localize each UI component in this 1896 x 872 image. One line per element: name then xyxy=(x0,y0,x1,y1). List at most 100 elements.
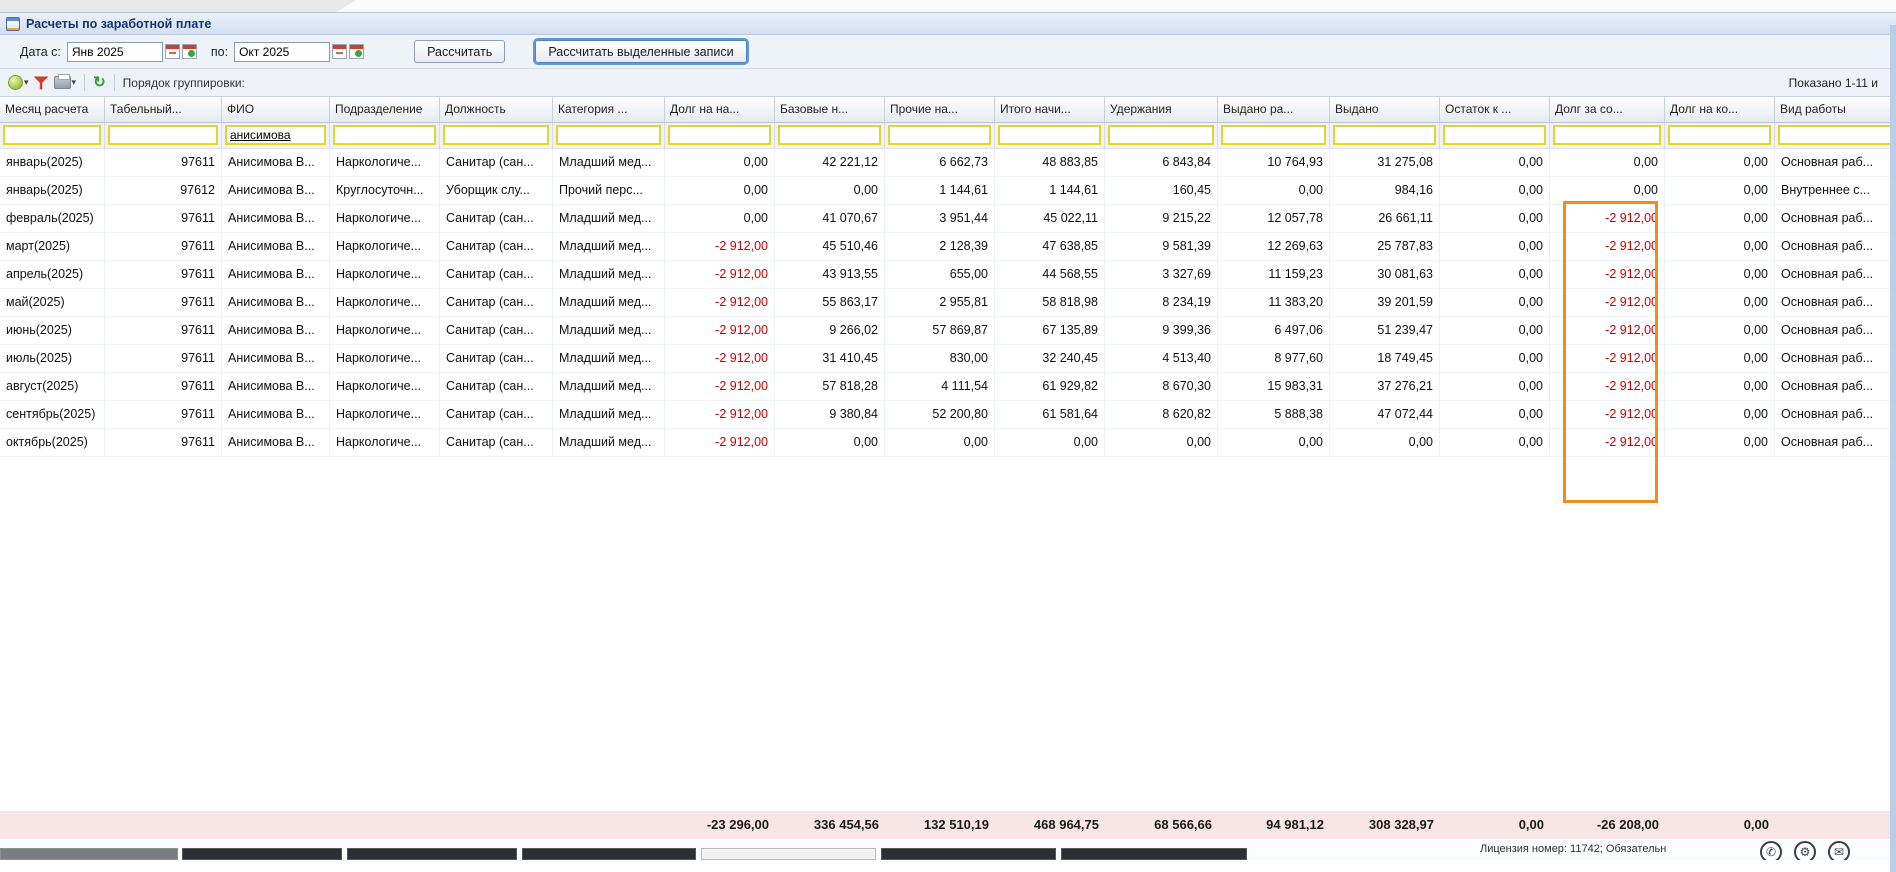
cell: Основная раб... xyxy=(1775,149,1896,177)
column-filter-input-16[interactable] xyxy=(1778,125,1892,145)
column-header-14[interactable]: Долг за со... xyxy=(1550,97,1665,123)
taskbar-item[interactable] xyxy=(347,848,517,860)
cell: -2 912,00 xyxy=(1550,205,1665,233)
cell: 0,00 xyxy=(775,177,885,205)
calendar-icon[interactable] xyxy=(332,44,348,59)
mail-icon[interactable]: ✉ xyxy=(1828,841,1850,860)
column-header-10[interactable]: Удержания xyxy=(1105,97,1218,123)
table-row[interactable]: январь(2025) 97612 Анисимова В... Круглосут… xyxy=(0,177,1896,205)
cell: -2 912,00 xyxy=(665,261,775,289)
column-filter-input-14[interactable] xyxy=(1553,125,1661,145)
cell: -2 912,00 xyxy=(1550,429,1665,457)
column-filter-input-9[interactable] xyxy=(998,125,1101,145)
support-icon[interactable]: ✆ xyxy=(1760,841,1782,860)
cell: 9 380,84 xyxy=(775,401,885,429)
total-cell xyxy=(1775,811,1896,839)
date-picker-icon[interactable] xyxy=(349,44,365,59)
column-header-16[interactable]: Вид работы xyxy=(1775,97,1896,123)
date-to-input[interactable] xyxy=(234,41,331,62)
column-header-9[interactable]: Итого начи... xyxy=(995,97,1105,123)
date-picker-icon[interactable] xyxy=(181,44,197,59)
print-menu-button[interactable]: ▾ xyxy=(53,74,76,89)
column-header-3[interactable]: Подразделение xyxy=(330,97,440,123)
column-filter-input-2[interactable] xyxy=(225,125,326,145)
column-filter-input-10[interactable] xyxy=(1108,125,1214,145)
taskbar-item[interactable] xyxy=(881,848,1056,860)
cell: Уборщик слу... xyxy=(440,177,553,205)
cell: -2 912,00 xyxy=(665,401,775,429)
cell: 44 568,55 xyxy=(995,261,1105,289)
grouping-label: Порядок группировки: xyxy=(122,75,245,90)
column-filter-input-13[interactable] xyxy=(1443,125,1546,145)
toolbar-separator xyxy=(84,74,86,91)
cell: 25 787,83 xyxy=(1330,233,1440,261)
cell: 12 057,78 xyxy=(1218,205,1330,233)
table-row[interactable]: февраль(2025) 97611 Анисимова В... Нарколог… xyxy=(0,205,1896,233)
column-header-6[interactable]: Долг на на... xyxy=(665,97,775,123)
cell: сентябрь(2025) xyxy=(0,401,105,429)
column-filter-input-15[interactable] xyxy=(1668,125,1771,145)
table-row[interactable]: июль(2025) 97611 Анисимова В... Наркологиче… xyxy=(0,345,1896,373)
taskbar-item[interactable] xyxy=(701,848,876,860)
table-row[interactable]: сентябрь(2025) 97611 Анисимова В... Нарколо… xyxy=(0,401,1896,429)
column-header-2[interactable]: ФИО xyxy=(222,97,330,123)
table-row[interactable]: апрель(2025) 97611 Анисимова В... Наркологи… xyxy=(0,261,1896,289)
column-filter-input-5[interactable] xyxy=(556,125,661,145)
column-filter-input-11[interactable] xyxy=(1221,125,1326,145)
table-row[interactable]: май(2025) 97611 Анисимова В... Наркологиче.… xyxy=(0,289,1896,317)
column-header-0[interactable]: Месяц расчета xyxy=(0,97,105,123)
cell: 0,00 xyxy=(1665,261,1775,289)
column-filter-input-4[interactable] xyxy=(443,125,549,145)
column-filter-input-0[interactable] xyxy=(3,125,101,145)
column-header-1[interactable]: Табельный... xyxy=(105,97,222,123)
taskbar-item[interactable] xyxy=(522,848,696,860)
taskbar-item[interactable] xyxy=(1061,848,1247,860)
actions-menu-button[interactable]: ▾ xyxy=(8,75,29,90)
vertical-scrollbar[interactable] xyxy=(1890,25,1896,872)
column-header-4[interactable]: Должность xyxy=(440,97,553,123)
date-from-input[interactable] xyxy=(66,41,163,62)
calculate-selected-button[interactable]: Рассчитать выделенные записи xyxy=(535,40,747,63)
column-header-12[interactable]: Выдано xyxy=(1330,97,1440,123)
cell: 2 128,39 xyxy=(885,233,995,261)
calculate-button[interactable]: Рассчитать xyxy=(414,40,506,63)
column-filter-input-3[interactable] xyxy=(333,125,436,145)
settings-icon[interactable]: ⚙ xyxy=(1794,841,1816,860)
column-filter-input-8[interactable] xyxy=(888,125,991,145)
column-header-8[interactable]: Прочие на... xyxy=(885,97,995,123)
cell: Основная раб... xyxy=(1775,317,1896,345)
total-cell: 0,00 xyxy=(1743,817,1769,832)
column-header-15[interactable]: Долг на ко... xyxy=(1665,97,1775,123)
cell: 97611 xyxy=(105,373,222,401)
column-filter-input-12[interactable] xyxy=(1333,125,1436,145)
column-header-5[interactable]: Категория ... xyxy=(553,97,665,123)
cell: 0,00 xyxy=(1665,177,1775,205)
table-row[interactable]: январь(2025) 97611 Анисимова В... Наркологи… xyxy=(0,149,1896,177)
filter-cell xyxy=(222,123,330,149)
cell: 67 135,89 xyxy=(995,317,1105,345)
table-row[interactable]: октябрь(2025) 97611 Анисимова В... Нарколог… xyxy=(0,429,1896,457)
cell: 97611 xyxy=(105,401,222,429)
table-row[interactable]: март(2025) 97611 Анисимова В... Наркологиче… xyxy=(0,233,1896,261)
column-filter-input-6[interactable] xyxy=(668,125,771,145)
refresh-icon[interactable]: ↻ xyxy=(93,74,106,91)
calendar-icon[interactable] xyxy=(164,44,180,59)
cell: 0,00 xyxy=(1665,149,1775,177)
table-row[interactable]: август(2025) 97611 Анисимова В... Наркологи… xyxy=(0,373,1896,401)
table-row[interactable]: июнь(2025) 97611 Анисимова В... Наркологиче… xyxy=(0,317,1896,345)
cell: 655,00 xyxy=(885,261,995,289)
column-header-7[interactable]: Базовые н... xyxy=(775,97,885,123)
column-header-11[interactable]: Выдано ра... xyxy=(1218,97,1330,123)
column-header-13[interactable]: Остаток к ... xyxy=(1440,97,1550,123)
cell: 0,00 xyxy=(1440,401,1550,429)
total-cell: 308 328,97 xyxy=(1368,817,1434,832)
grid-header-row: Месяц расчета Табельный... ФИО Подразделени… xyxy=(0,97,1896,123)
column-filter-input-1[interactable] xyxy=(108,125,218,145)
cell: -2 912,00 xyxy=(665,429,775,457)
taskbar-item[interactable] xyxy=(182,848,342,860)
clear-filter-icon[interactable] xyxy=(33,76,49,90)
taskbar-item[interactable] xyxy=(0,848,178,860)
column-filter-input-7[interactable] xyxy=(778,125,881,145)
cell: 18 749,45 xyxy=(1330,345,1440,373)
filter-cell xyxy=(553,123,665,149)
